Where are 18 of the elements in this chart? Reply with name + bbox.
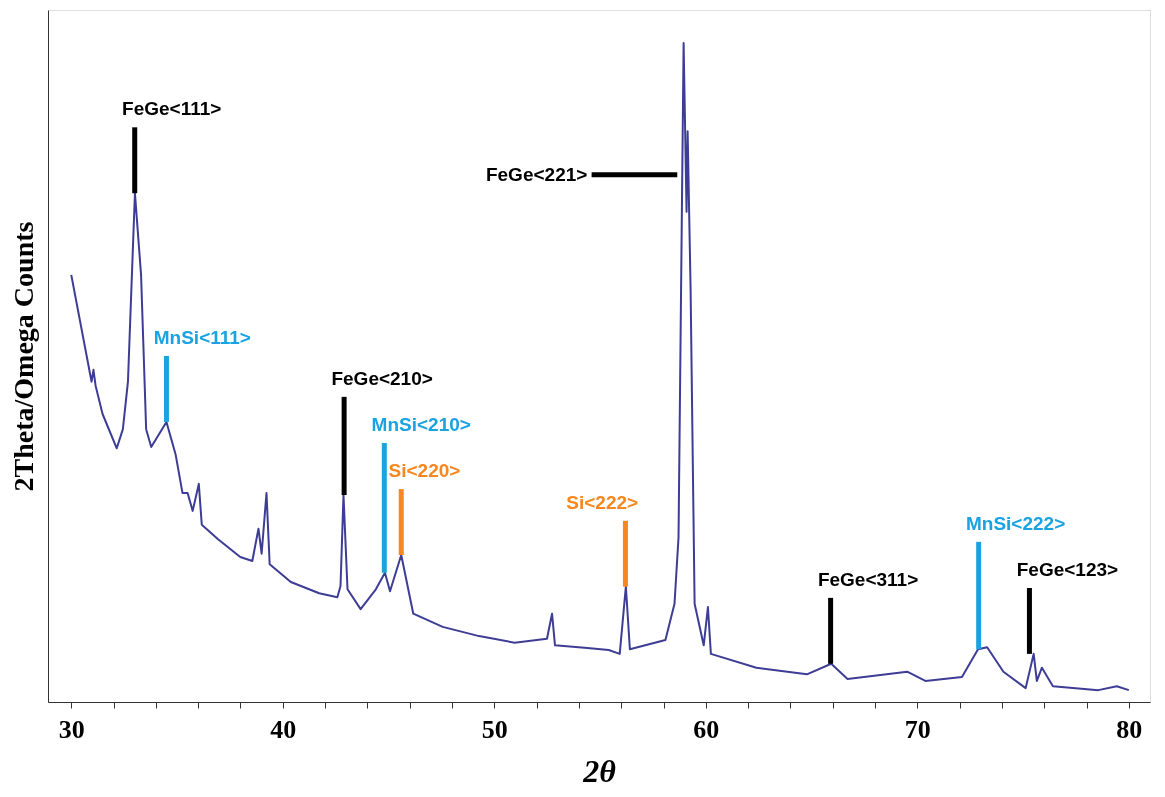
annotation: Si<220> xyxy=(388,460,461,482)
annotation: FeGe<111> xyxy=(122,98,222,120)
x-tick-label: 30 xyxy=(58,714,85,744)
annotation: FeGe<311> xyxy=(817,568,919,590)
x-tick-label: 40 xyxy=(270,714,297,744)
x-tick-label: 60 xyxy=(693,714,720,744)
x-tick-label: 70 xyxy=(904,714,931,744)
annotation: FeGe<210> xyxy=(331,367,433,389)
x-tick-label: 80 xyxy=(1116,714,1143,744)
annotation: MnSi<210> xyxy=(371,414,471,436)
annotation: FeGe<221> xyxy=(485,163,588,185)
y-axis-title: 2Theta/Omega Counts xyxy=(7,221,39,492)
annotation: Si<222> xyxy=(566,491,639,513)
annotation: FeGe<123> xyxy=(1016,559,1119,581)
annotation: MnSi<222> xyxy=(965,512,1066,534)
x-tick-label: 50 xyxy=(481,714,508,744)
annotation: MnSi<111> xyxy=(153,327,251,349)
x-axis-title: 2θ xyxy=(582,752,617,789)
